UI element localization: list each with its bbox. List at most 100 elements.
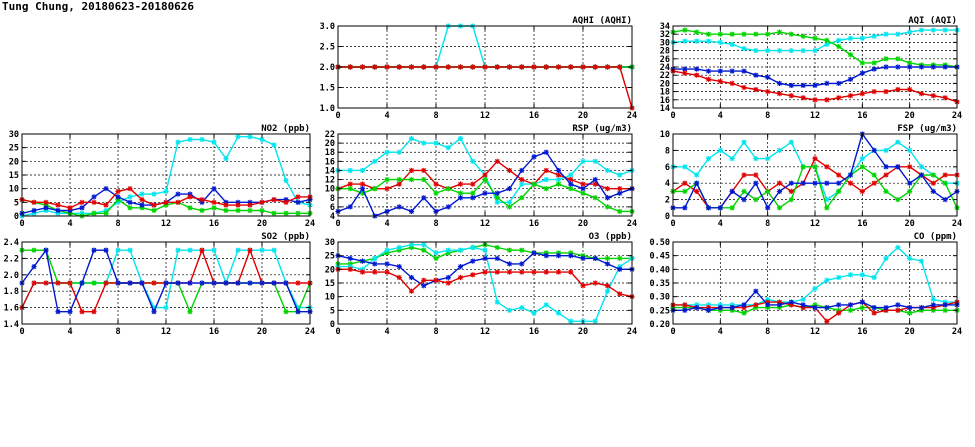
data-point — [139, 202, 145, 208]
data-point — [788, 139, 794, 145]
data-point — [67, 205, 73, 211]
data-point — [543, 167, 549, 174]
x-tick-label: 12 — [480, 327, 490, 337]
data-point — [918, 164, 925, 170]
data-point — [604, 64, 611, 70]
y-tick-label: 4 — [330, 212, 335, 222]
data-point — [235, 280, 241, 286]
data-point — [67, 207, 73, 214]
data-point — [682, 305, 688, 311]
data-point — [729, 305, 735, 311]
data-point — [694, 172, 700, 178]
data-point — [470, 195, 476, 201]
data-point — [408, 135, 415, 142]
data-point — [396, 149, 402, 155]
y-tick-label: 10 — [9, 185, 19, 195]
data-point — [765, 302, 771, 308]
data-point — [494, 299, 500, 305]
data-point — [91, 247, 97, 253]
data-point — [705, 38, 712, 44]
data-point — [494, 255, 500, 261]
data-point — [55, 207, 61, 214]
data-point — [127, 194, 133, 200]
data-point — [445, 274, 451, 281]
data-point — [824, 305, 830, 311]
data-point — [800, 305, 806, 311]
y-tick-label: 0 — [665, 212, 670, 222]
data-point — [127, 247, 133, 253]
data-point — [682, 66, 688, 72]
data-point — [895, 164, 901, 170]
data-point — [604, 204, 611, 210]
data-point — [445, 64, 451, 70]
y-tick-label: 22 — [325, 130, 335, 140]
data-point — [907, 64, 913, 70]
data-point — [705, 302, 712, 308]
data-point — [199, 136, 205, 143]
data-point — [555, 310, 562, 316]
data-point — [765, 74, 771, 80]
chart-title: CO (ppm) — [914, 232, 957, 242]
data-point — [859, 272, 865, 278]
data-point — [79, 280, 85, 286]
y-tick-label: 5 — [14, 198, 19, 208]
data-point — [555, 172, 562, 178]
data-point — [408, 274, 415, 281]
data-point — [776, 305, 783, 311]
data-point — [694, 38, 700, 44]
data-point — [836, 37, 842, 43]
series-o3-3 — [335, 250, 635, 289]
data-point — [847, 272, 854, 278]
y-tick-label: 14 — [325, 166, 335, 176]
data-point — [421, 167, 427, 174]
data-point — [729, 68, 735, 74]
chart-title: O3 (ppb) — [589, 232, 632, 242]
y-tick-label: 4 — [665, 179, 670, 189]
data-point — [580, 255, 586, 261]
data-point — [776, 302, 783, 308]
data-point — [408, 208, 415, 215]
data-point — [717, 39, 723, 45]
data-point — [741, 68, 747, 74]
data-point — [223, 207, 229, 214]
data-point — [907, 60, 913, 66]
data-point — [103, 186, 109, 192]
data-point — [617, 264, 623, 270]
data-point — [163, 188, 169, 194]
data-point — [895, 86, 901, 93]
data-point — [788, 180, 794, 186]
data-point — [433, 64, 439, 70]
x-tick-label: 24 — [305, 219, 315, 229]
data-point — [753, 302, 759, 308]
x-tick-label: 24 — [627, 219, 637, 229]
data-point — [494, 195, 500, 201]
x-tick-label: 20 — [578, 327, 588, 337]
y-tick-label: 2.4 — [4, 238, 19, 248]
data-point — [883, 64, 889, 70]
data-point — [470, 190, 476, 196]
data-point — [788, 299, 794, 305]
data-point — [457, 247, 464, 253]
data-point — [506, 64, 513, 70]
data-point — [776, 48, 783, 54]
data-point — [555, 181, 562, 187]
x-tick-label: 12 — [810, 327, 820, 337]
data-point — [765, 156, 771, 162]
y-tick-label: 15 — [9, 171, 19, 181]
data-point — [283, 309, 289, 315]
data-point — [824, 80, 830, 86]
x-tick-label: 4 — [384, 327, 389, 337]
x-tick-label: 20 — [257, 219, 267, 229]
data-point — [717, 147, 723, 153]
data-point — [705, 76, 712, 82]
data-point — [617, 208, 623, 215]
data-point — [531, 154, 537, 160]
data-point — [103, 247, 109, 253]
x-tick-label: 12 — [161, 219, 171, 229]
data-point — [753, 72, 759, 78]
data-point — [372, 269, 378, 275]
data-point — [384, 186, 390, 192]
data-point — [506, 186, 513, 192]
data-point — [211, 139, 217, 145]
data-point — [543, 250, 549, 256]
